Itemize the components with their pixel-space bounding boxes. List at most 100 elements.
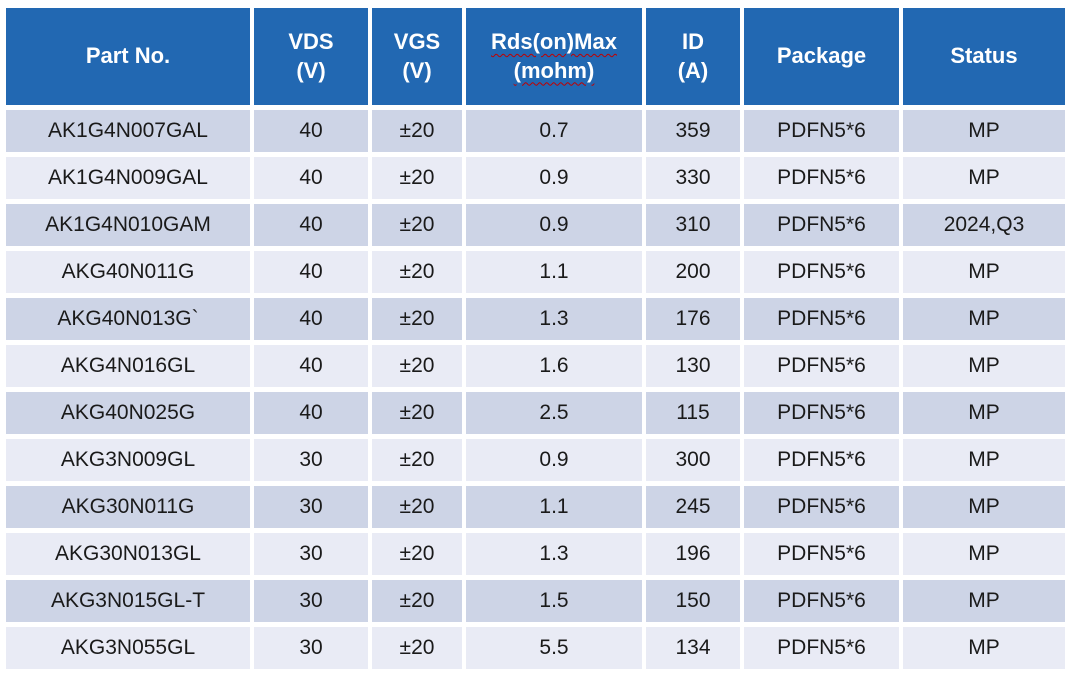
cell-vds: 40 [254, 110, 368, 152]
table-row: AK1G4N009GAL 40 ±20 0.9 330 PDFN5*6 MP [6, 157, 1065, 199]
table-row: AKG30N011G 30 ±20 1.1 245 PDFN5*6 MP [6, 486, 1065, 528]
cell-part-no: AK1G4N009GAL [6, 157, 250, 199]
cell-package: PDFN5*6 [744, 110, 899, 152]
cell-id: 310 [646, 204, 740, 246]
cell-package: PDFN5*6 [744, 533, 899, 575]
cell-status: MP [903, 251, 1065, 293]
cell-vds: 30 [254, 533, 368, 575]
table-row: AKG4N016GL 40 ±20 1.6 130 PDFN5*6 MP [6, 345, 1065, 387]
table-row: AKG3N015GL-T 30 ±20 1.5 150 PDFN5*6 MP [6, 580, 1065, 622]
cell-id: 176 [646, 298, 740, 340]
column-header-label: Rds(on)Max [491, 28, 617, 54]
cell-rds-on-max: 2.5 [466, 392, 642, 434]
column-header-id: ID (A) [646, 8, 740, 105]
cell-part-no: AKG30N011G [6, 486, 250, 528]
cell-part-no: AK1G4N007GAL [6, 110, 250, 152]
cell-part-no: AK1G4N010GAM [6, 204, 250, 246]
column-header-label: Status [950, 43, 1018, 69]
column-header-label: Package [776, 43, 867, 69]
cell-vds: 30 [254, 580, 368, 622]
cell-vgs: ±20 [372, 204, 462, 246]
column-header-vds: VDS (V) [254, 8, 368, 105]
table-row: AKG3N055GL 30 ±20 5.5 134 PDFN5*6 MP [6, 627, 1065, 669]
cell-id: 115 [646, 392, 740, 434]
cell-id: 359 [646, 110, 740, 152]
column-header-part-no: Part No. [6, 8, 250, 105]
cell-part-no: AKG4N016GL [6, 345, 250, 387]
column-header-status: Status [903, 8, 1065, 105]
cell-part-no: AKG30N013GL [6, 533, 250, 575]
cell-id: 300 [646, 439, 740, 481]
cell-part-no: AKG3N015GL-T [6, 580, 250, 622]
cell-vds: 40 [254, 157, 368, 199]
cell-status: MP [903, 627, 1065, 669]
cell-package: PDFN5*6 [744, 627, 899, 669]
cell-rds-on-max: 5.5 [466, 627, 642, 669]
column-header-package: Package [744, 8, 899, 105]
table-row: AK1G4N010GAM 40 ±20 0.9 310 PDFN5*6 2024,Q3 [6, 204, 1065, 246]
cell-id: 130 [646, 345, 740, 387]
cell-vgs: ±20 [372, 157, 462, 199]
cell-status: MP [903, 580, 1065, 622]
cell-vds: 40 [254, 345, 368, 387]
table-row: AKG40N025G 40 ±20 2.5 115 PDFN5*6 MP [6, 392, 1065, 434]
cell-status: MP [903, 486, 1065, 528]
cell-vgs: ±20 [372, 533, 462, 575]
column-header-label: VGS [393, 28, 441, 54]
cell-part-no: AKG40N025G [6, 392, 250, 434]
column-header-rds-on-max: Rds(on)Max (mohm) [466, 8, 642, 105]
cell-vgs: ±20 [372, 298, 462, 340]
column-header-unit: (V) [402, 57, 432, 83]
cell-status: MP [903, 157, 1065, 199]
cell-vgs: ±20 [372, 392, 462, 434]
cell-package: PDFN5*6 [744, 486, 899, 528]
cell-vgs: ±20 [372, 486, 462, 528]
cell-vgs: ±20 [372, 110, 462, 152]
cell-vgs: ±20 [372, 580, 462, 622]
cell-rds-on-max: 1.5 [466, 580, 642, 622]
cell-status: MP [903, 439, 1065, 481]
table-row: AKG30N013GL 30 ±20 1.3 196 PDFN5*6 MP [6, 533, 1065, 575]
table-header: Part No. VDS (V) VGS (V) Rds(on)Max (moh… [6, 8, 1065, 105]
cell-package: PDFN5*6 [744, 251, 899, 293]
cell-rds-on-max: 0.9 [466, 439, 642, 481]
cell-part-no: AKG3N009GL [6, 439, 250, 481]
cell-package: PDFN5*6 [744, 345, 899, 387]
cell-vds: 40 [254, 298, 368, 340]
cell-status: MP [903, 533, 1065, 575]
cell-rds-on-max: 1.6 [466, 345, 642, 387]
table-row: AK1G4N007GAL 40 ±20 0.7 359 PDFN5*6 MP [6, 110, 1065, 152]
column-header-label: Part No. [85, 43, 171, 69]
cell-rds-on-max: 0.9 [466, 157, 642, 199]
cell-status: MP [903, 110, 1065, 152]
column-header-label: VDS [288, 28, 334, 54]
cell-vds: 30 [254, 486, 368, 528]
cell-package: PDFN5*6 [744, 157, 899, 199]
cell-id: 134 [646, 627, 740, 669]
cell-vgs: ±20 [372, 627, 462, 669]
cell-part-no: AKG40N011G [6, 251, 250, 293]
cell-rds-on-max: 1.1 [466, 251, 642, 293]
table-row: AKG3N009GL 30 ±20 0.9 300 PDFN5*6 MP [6, 439, 1065, 481]
cell-id: 196 [646, 533, 740, 575]
cell-rds-on-max: 0.7 [466, 110, 642, 152]
table-body: AK1G4N007GAL 40 ±20 0.7 359 PDFN5*6 MP AK1G4N00… [6, 110, 1065, 669]
cell-status: 2024,Q3 [903, 204, 1065, 246]
cell-vds: 40 [254, 251, 368, 293]
table-row: AKG40N013G` 40 ±20 1.3 176 PDFN5*6 MP [6, 298, 1065, 340]
cell-status: MP [903, 345, 1065, 387]
cell-vds: 40 [254, 392, 368, 434]
cell-package: PDFN5*6 [744, 580, 899, 622]
cell-rds-on-max: 1.3 [466, 533, 642, 575]
cell-package: PDFN5*6 [744, 392, 899, 434]
cell-id: 200 [646, 251, 740, 293]
column-header-vgs: VGS (V) [372, 8, 462, 105]
cell-id: 330 [646, 157, 740, 199]
cell-part-no: AKG3N055GL [6, 627, 250, 669]
header-row: Part No. VDS (V) VGS (V) Rds(on)Max (moh… [6, 8, 1065, 105]
column-header-label: ID [682, 28, 704, 54]
cell-vgs: ±20 [372, 345, 462, 387]
cell-package: PDFN5*6 [744, 439, 899, 481]
cell-vgs: ±20 [372, 439, 462, 481]
cell-rds-on-max: 1.3 [466, 298, 642, 340]
